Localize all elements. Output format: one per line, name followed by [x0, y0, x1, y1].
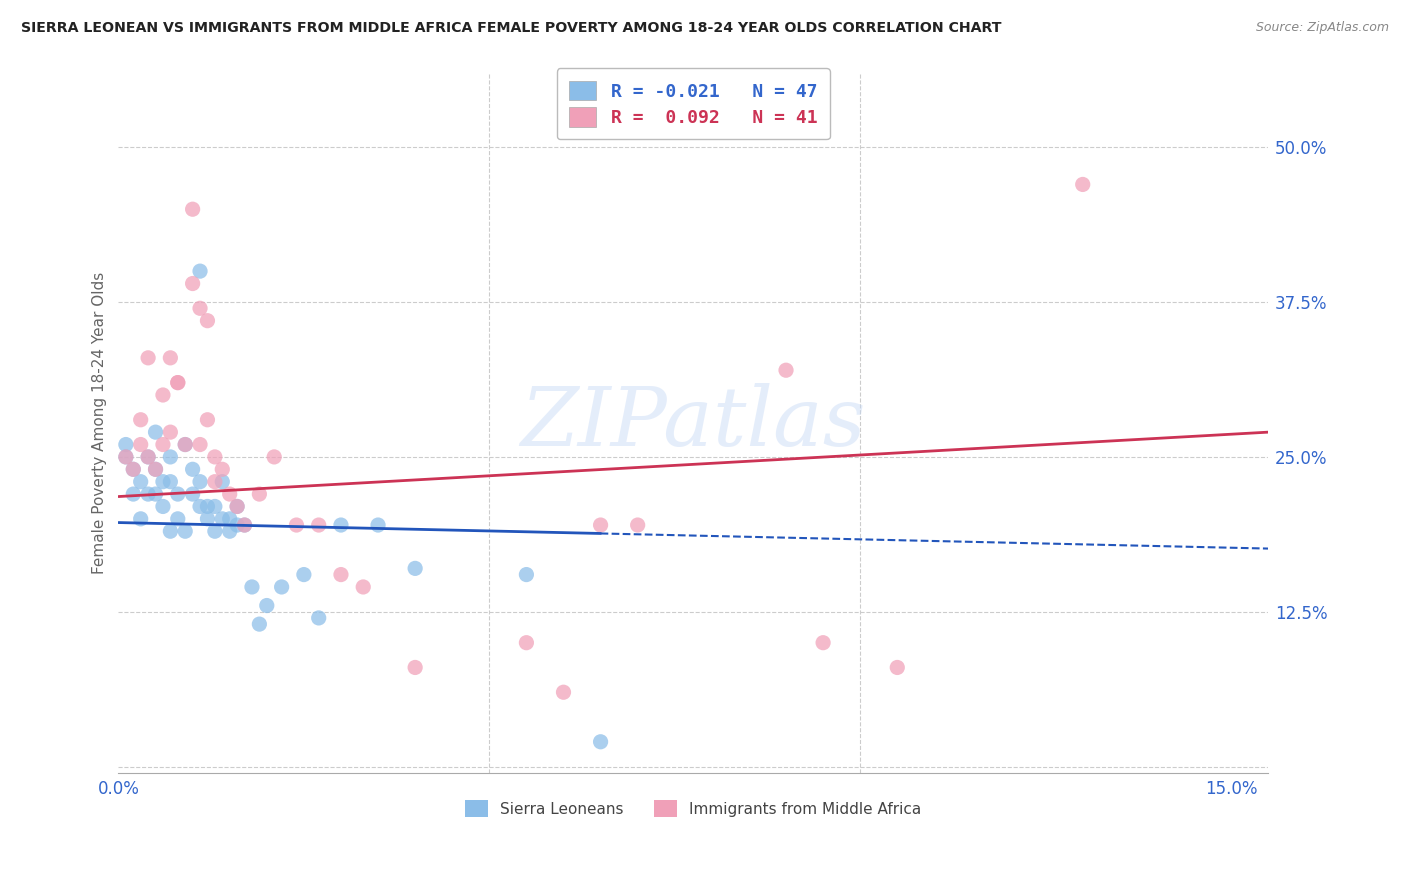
Point: [811, 636, 834, 650]
Point: [129, 437, 152, 451]
Point: [367, 518, 389, 533]
Point: [211, 462, 233, 476]
Point: [352, 580, 374, 594]
Point: [204, 450, 226, 464]
Y-axis label: Female Poverty Among 18-24 Year Olds: Female Poverty Among 18-24 Year Olds: [93, 272, 107, 574]
Point: [152, 500, 174, 514]
Point: [166, 487, 188, 501]
Point: [226, 500, 249, 514]
Point: [218, 512, 240, 526]
Point: [292, 567, 315, 582]
Point: [404, 660, 426, 674]
Point: [553, 685, 575, 699]
Point: [204, 500, 226, 514]
Point: [122, 462, 145, 476]
Point: [263, 450, 285, 464]
Point: [115, 450, 138, 464]
Point: [174, 524, 197, 539]
Point: [159, 351, 181, 365]
Point: [589, 518, 612, 533]
Point: [886, 660, 908, 674]
Point: [136, 351, 159, 365]
Point: [166, 376, 188, 390]
Point: [166, 512, 188, 526]
Point: [330, 518, 353, 533]
Point: [204, 524, 226, 539]
Point: [122, 487, 145, 501]
Point: [627, 518, 650, 533]
Point: [181, 462, 204, 476]
Point: [775, 363, 797, 377]
Text: ZIPatlas: ZIPatlas: [520, 383, 866, 463]
Point: [330, 567, 353, 582]
Point: [152, 475, 174, 489]
Point: [152, 388, 174, 402]
Point: [159, 425, 181, 439]
Point: [174, 437, 197, 451]
Point: [218, 487, 240, 501]
Point: [240, 580, 263, 594]
Point: [181, 202, 204, 217]
Point: [188, 500, 211, 514]
Point: [515, 636, 537, 650]
Point: [145, 487, 167, 501]
Point: [247, 617, 270, 632]
Point: [308, 518, 330, 533]
Point: [181, 277, 204, 291]
Point: [159, 475, 181, 489]
Point: [122, 462, 145, 476]
Point: [197, 314, 219, 328]
Point: [226, 500, 249, 514]
Point: [226, 518, 249, 533]
Point: [188, 437, 211, 451]
Point: [256, 599, 278, 613]
Point: [188, 301, 211, 316]
Point: [233, 518, 256, 533]
Point: [211, 475, 233, 489]
Point: [166, 376, 188, 390]
Point: [204, 475, 226, 489]
Point: [197, 500, 219, 514]
Point: [188, 475, 211, 489]
Point: [129, 475, 152, 489]
Point: [188, 264, 211, 278]
Point: [404, 561, 426, 575]
Point: [233, 518, 256, 533]
Point: [218, 524, 240, 539]
Point: [589, 735, 612, 749]
Point: [152, 437, 174, 451]
Point: [145, 462, 167, 476]
Point: [1071, 178, 1094, 192]
Point: [285, 518, 308, 533]
Text: SIERRA LEONEAN VS IMMIGRANTS FROM MIDDLE AFRICA FEMALE POVERTY AMONG 18-24 YEAR : SIERRA LEONEAN VS IMMIGRANTS FROM MIDDLE…: [21, 21, 1001, 35]
Text: Source: ZipAtlas.com: Source: ZipAtlas.com: [1256, 21, 1389, 34]
Point: [145, 462, 167, 476]
Point: [115, 450, 138, 464]
Point: [129, 512, 152, 526]
Point: [136, 450, 159, 464]
Point: [181, 487, 204, 501]
Point: [515, 567, 537, 582]
Point: [308, 611, 330, 625]
Point: [270, 580, 292, 594]
Point: [197, 512, 219, 526]
Point: [197, 413, 219, 427]
Point: [174, 437, 197, 451]
Point: [115, 437, 138, 451]
Point: [145, 425, 167, 439]
Point: [159, 524, 181, 539]
Point: [136, 487, 159, 501]
Point: [159, 450, 181, 464]
Point: [211, 512, 233, 526]
Point: [129, 413, 152, 427]
Legend: Sierra Leoneans, Immigrants from Middle Africa: Sierra Leoneans, Immigrants from Middle …: [457, 793, 929, 824]
Point: [247, 487, 270, 501]
Point: [136, 450, 159, 464]
